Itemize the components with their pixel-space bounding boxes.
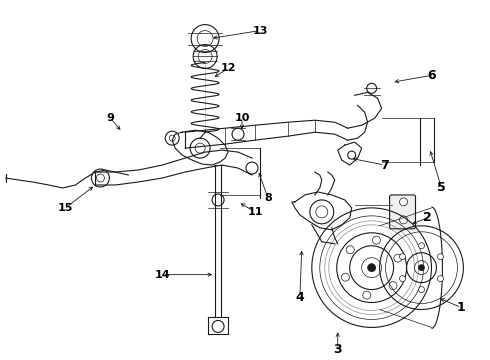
Circle shape — [438, 276, 443, 282]
Text: 7: 7 — [380, 158, 389, 172]
Circle shape — [92, 169, 109, 187]
Text: 12: 12 — [220, 63, 236, 73]
Text: 10: 10 — [234, 113, 250, 123]
Text: 9: 9 — [106, 113, 114, 123]
FancyBboxPatch shape — [390, 195, 416, 229]
Circle shape — [394, 254, 402, 262]
Text: 5: 5 — [437, 181, 446, 194]
Circle shape — [418, 287, 424, 293]
Circle shape — [372, 236, 380, 244]
Circle shape — [399, 216, 408, 224]
Text: 3: 3 — [333, 343, 342, 356]
Circle shape — [348, 151, 356, 159]
Text: 8: 8 — [264, 193, 272, 203]
Circle shape — [438, 254, 443, 260]
Circle shape — [367, 84, 377, 93]
Circle shape — [346, 246, 354, 254]
Text: 15: 15 — [58, 203, 73, 213]
Circle shape — [246, 162, 258, 174]
Text: 6: 6 — [427, 69, 436, 82]
Circle shape — [399, 198, 408, 206]
Circle shape — [418, 265, 424, 271]
Text: 1: 1 — [457, 301, 466, 314]
Circle shape — [212, 194, 224, 206]
Circle shape — [418, 243, 424, 249]
Circle shape — [389, 282, 397, 289]
Text: 11: 11 — [247, 207, 263, 217]
Text: 14: 14 — [154, 270, 170, 280]
Circle shape — [399, 254, 406, 260]
Circle shape — [363, 291, 371, 299]
Text: 13: 13 — [252, 26, 268, 36]
Circle shape — [165, 131, 179, 145]
Circle shape — [232, 128, 244, 140]
Circle shape — [368, 264, 376, 272]
Circle shape — [399, 276, 406, 282]
Text: 4: 4 — [295, 291, 304, 304]
Circle shape — [212, 320, 224, 332]
Text: 2: 2 — [423, 211, 432, 224]
Circle shape — [342, 273, 349, 281]
